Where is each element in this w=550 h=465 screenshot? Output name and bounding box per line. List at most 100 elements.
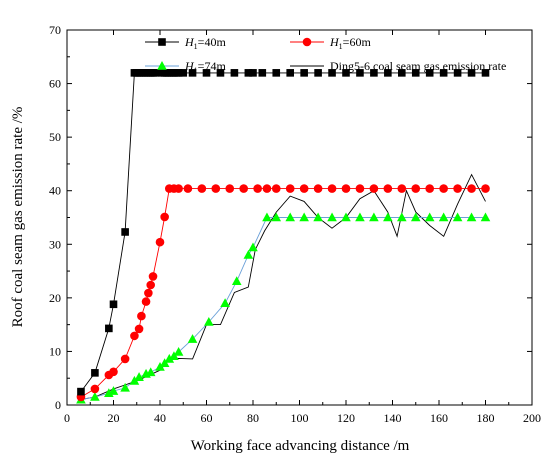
data-point — [398, 69, 406, 77]
data-point — [244, 69, 253, 77]
data-point — [230, 69, 239, 77]
data-point — [144, 288, 153, 298]
data-point — [202, 69, 211, 77]
data-point — [453, 184, 462, 193]
series-3 — [80, 173, 486, 401]
data-point — [328, 69, 336, 77]
data-point — [220, 298, 230, 308]
x-tick-label: 200 — [523, 411, 541, 425]
data-point — [370, 69, 378, 77]
data-point — [77, 387, 85, 396]
y-tick-label: 30 — [49, 237, 61, 251]
data-point — [137, 311, 146, 321]
data-point — [411, 69, 420, 77]
legend-label: H1=74m — [184, 59, 226, 75]
legend: H1=40m H1=60m H1=74m Ding5-6 coal seam gas … — [145, 35, 506, 75]
data-point — [204, 316, 214, 326]
data-point — [262, 184, 272, 193]
x-tick-label: 120 — [337, 411, 355, 425]
data-point — [151, 69, 160, 77]
data-point — [467, 184, 476, 193]
y-tick-label: 50 — [49, 130, 61, 144]
x-tick-label: 180 — [477, 411, 495, 425]
data-point — [225, 184, 235, 193]
data-point — [239, 184, 248, 193]
data-point — [258, 69, 267, 77]
data-point — [243, 250, 254, 259]
data-point — [425, 69, 434, 77]
data-point — [438, 212, 449, 222]
series-line — [80, 173, 486, 401]
data-point — [160, 212, 169, 222]
x-tick-label: 160 — [430, 411, 448, 425]
data-point — [425, 184, 435, 193]
data-point — [285, 212, 295, 222]
legend-entry-1: H1=60m — [290, 35, 371, 51]
data-point — [129, 375, 140, 385]
legend-swatch-marker — [157, 61, 167, 70]
x-tick-label: 40 — [154, 411, 166, 425]
data-point — [314, 69, 322, 77]
data-point — [173, 346, 184, 356]
data-point — [155, 237, 165, 247]
data-point — [397, 212, 407, 222]
x-tick-label: 60 — [201, 411, 213, 425]
data-point — [341, 212, 351, 222]
data-point — [174, 184, 183, 193]
series-line — [80, 188, 486, 398]
data-point — [299, 212, 309, 222]
data-point — [187, 334, 198, 343]
x-tick-label: 20 — [108, 411, 120, 425]
series-line — [80, 72, 486, 392]
data-point — [424, 212, 435, 222]
data-point — [91, 369, 99, 377]
data-point — [262, 212, 272, 222]
data-point — [134, 324, 144, 334]
legend-label: H1=60m — [329, 35, 371, 51]
data-point — [313, 212, 323, 222]
series-layer — [76, 69, 491, 404]
data-point — [439, 184, 448, 193]
data-point — [285, 184, 295, 193]
data-point — [141, 297, 151, 306]
data-point — [120, 382, 130, 392]
data-point — [216, 69, 225, 77]
data-point — [121, 228, 129, 236]
series-1 — [76, 184, 490, 402]
data-point — [231, 276, 242, 286]
x-tick-label: 100 — [291, 411, 309, 425]
data-point — [179, 69, 188, 77]
y-tick-label: 70 — [49, 23, 61, 37]
data-point — [453, 69, 462, 77]
data-point — [369, 184, 379, 193]
data-point — [174, 69, 183, 77]
y-tick-label: 60 — [49, 77, 61, 91]
data-point — [130, 331, 139, 341]
y-axis-title: Roof coal seam gas emission rate /% — [10, 107, 26, 328]
data-point — [183, 184, 193, 193]
data-point — [90, 391, 100, 401]
data-point — [327, 184, 337, 193]
data-point — [452, 212, 463, 222]
data-point — [145, 367, 156, 377]
data-point — [439, 69, 448, 77]
data-point — [120, 354, 130, 364]
x-tick-label: 80 — [247, 411, 259, 425]
data-point — [383, 184, 393, 193]
data-point — [271, 184, 281, 193]
data-point — [271, 212, 282, 222]
x-tick-label: 0 — [64, 411, 70, 425]
y-tick-label: 10 — [49, 344, 61, 358]
data-point — [249, 69, 257, 77]
legend-label: H1=40m — [184, 35, 226, 51]
data-point — [299, 184, 309, 193]
data-point — [369, 212, 379, 222]
y-tick-label: 20 — [49, 291, 61, 305]
data-point — [481, 184, 490, 193]
data-point — [108, 386, 119, 395]
data-point — [341, 184, 351, 193]
data-point — [300, 69, 308, 77]
y-tick-label: 0 — [55, 398, 61, 412]
x-axis-title: Working face advancing distance /m — [191, 438, 410, 454]
